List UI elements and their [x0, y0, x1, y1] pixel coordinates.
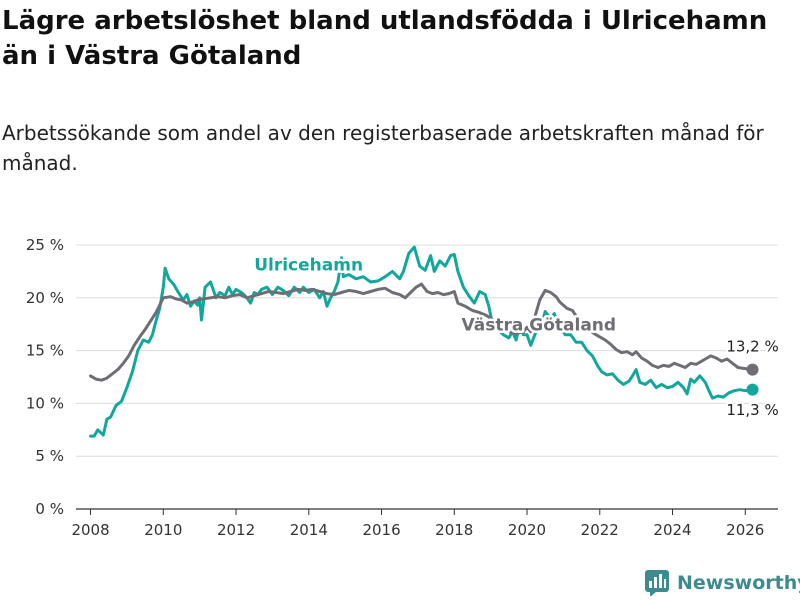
x-tick-label: 2020: [508, 521, 546, 539]
x-tick-label: 2008: [71, 521, 109, 539]
axes: 0 % 5 % 10 % 15 % 20 % 25 % 2008 2010 2012 2014 20…: [26, 236, 764, 539]
series-labels: Ulricehamn Västra Götaland 13,2 % 11,3 %: [252, 253, 781, 421]
y-tick-label: 10 %: [26, 394, 64, 412]
y-tick-label: 20 %: [26, 289, 64, 307]
gridlines: [76, 244, 778, 510]
series-label-vastra-gotaland: Västra Götaland: [462, 316, 617, 336]
chart-subtitle: Arbetssökande som andel av den registerb…: [2, 121, 764, 175]
newsworthy-wordmark: Newsworthy: [677, 572, 800, 594]
x-tick-label: 2018: [435, 521, 473, 539]
series-label-ulricehamn: Ulricehamn: [254, 255, 363, 275]
series-line-vastra-gotaland: [89, 282, 754, 382]
chart-title: Lägre arbetslöshet bland utlandsfödda i …: [2, 6, 768, 71]
end-point-ulricehamn: [746, 383, 759, 396]
series-lines: [89, 245, 759, 438]
x-tick-label: 2010: [144, 521, 182, 539]
series-line-ulricehamn: [89, 245, 754, 438]
x-tick-label: 2022: [581, 521, 619, 539]
end-label-vastra-gotaland: 13,2 %: [726, 338, 778, 356]
y-tick-label: 15 %: [26, 342, 64, 360]
y-tick-label: 25 %: [26, 236, 64, 254]
y-tick-label: 5 %: [35, 447, 64, 465]
x-tick-label: 2012: [217, 521, 255, 539]
x-tick-label: 2014: [290, 521, 328, 539]
x-tick-label: 2024: [653, 521, 691, 539]
end-point-vastra-gotaland: [746, 363, 759, 376]
end-label-ulricehamn: 11,3 %: [726, 401, 778, 419]
x-tick-label: 2026: [726, 521, 764, 539]
x-tick-label: 2016: [362, 521, 400, 539]
newsworthy-icon: [645, 570, 669, 596]
newsworthy-logo[interactable]: Newsworthy: [645, 570, 800, 596]
y-tick-label: 0 %: [35, 500, 64, 518]
